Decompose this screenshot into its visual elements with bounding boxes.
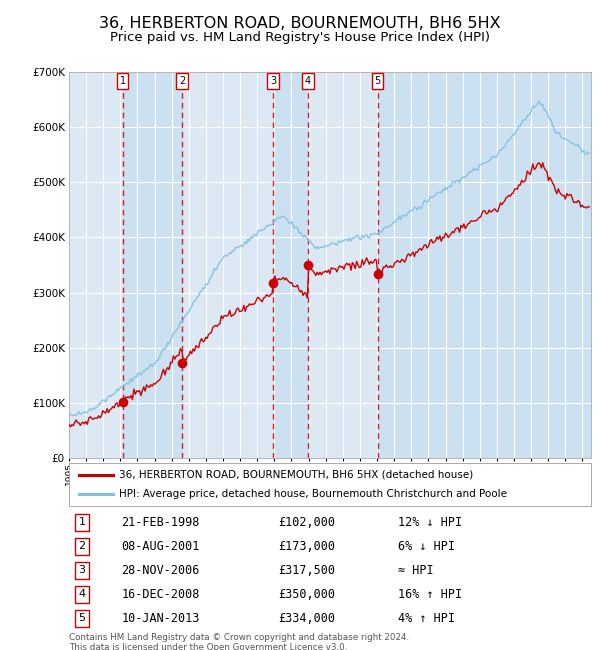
Text: 21-FEB-1998: 21-FEB-1998 [121,516,200,529]
Text: Contains HM Land Registry data © Crown copyright and database right 2024.
This d: Contains HM Land Registry data © Crown c… [69,633,409,650]
Bar [377,72,591,458]
Text: £334,000: £334,000 [278,612,335,625]
Text: 1: 1 [79,517,86,527]
Text: 36, HERBERTON ROAD, BOURNEMOUTH, BH6 5HX: 36, HERBERTON ROAD, BOURNEMOUTH, BH6 5HX [99,16,501,31]
Text: 5: 5 [374,76,381,86]
Text: 28-NOV-2006: 28-NOV-2006 [121,564,200,577]
Text: 10-JAN-2013: 10-JAN-2013 [121,612,200,625]
Text: 3: 3 [79,566,86,575]
Text: 16-DEC-2008: 16-DEC-2008 [121,588,200,601]
Bar [273,72,308,458]
Text: £173,000: £173,000 [278,540,335,552]
Text: ≈ HPI: ≈ HPI [398,564,433,577]
Text: £350,000: £350,000 [278,588,335,601]
Text: 3: 3 [270,76,276,86]
Text: 08-AUG-2001: 08-AUG-2001 [121,540,200,552]
Text: £317,500: £317,500 [278,564,335,577]
Text: 1: 1 [119,76,125,86]
Text: £102,000: £102,000 [278,516,335,529]
Text: 2: 2 [79,541,86,551]
Text: 12% ↓ HPI: 12% ↓ HPI [398,516,462,529]
Text: 36, HERBERTON ROAD, BOURNEMOUTH, BH6 5HX (detached house): 36, HERBERTON ROAD, BOURNEMOUTH, BH6 5HX… [119,470,473,480]
Text: Price paid vs. HM Land Registry's House Price Index (HPI): Price paid vs. HM Land Registry's House … [110,31,490,44]
Text: 6% ↓ HPI: 6% ↓ HPI [398,540,455,552]
Text: 4: 4 [79,590,86,599]
Bar [122,72,182,458]
Text: 4: 4 [305,76,311,86]
Text: 5: 5 [79,614,86,623]
Text: 4% ↑ HPI: 4% ↑ HPI [398,612,455,625]
Text: 16% ↑ HPI: 16% ↑ HPI [398,588,462,601]
Text: HPI: Average price, detached house, Bournemouth Christchurch and Poole: HPI: Average price, detached house, Bour… [119,489,506,499]
Text: 2: 2 [179,76,185,86]
